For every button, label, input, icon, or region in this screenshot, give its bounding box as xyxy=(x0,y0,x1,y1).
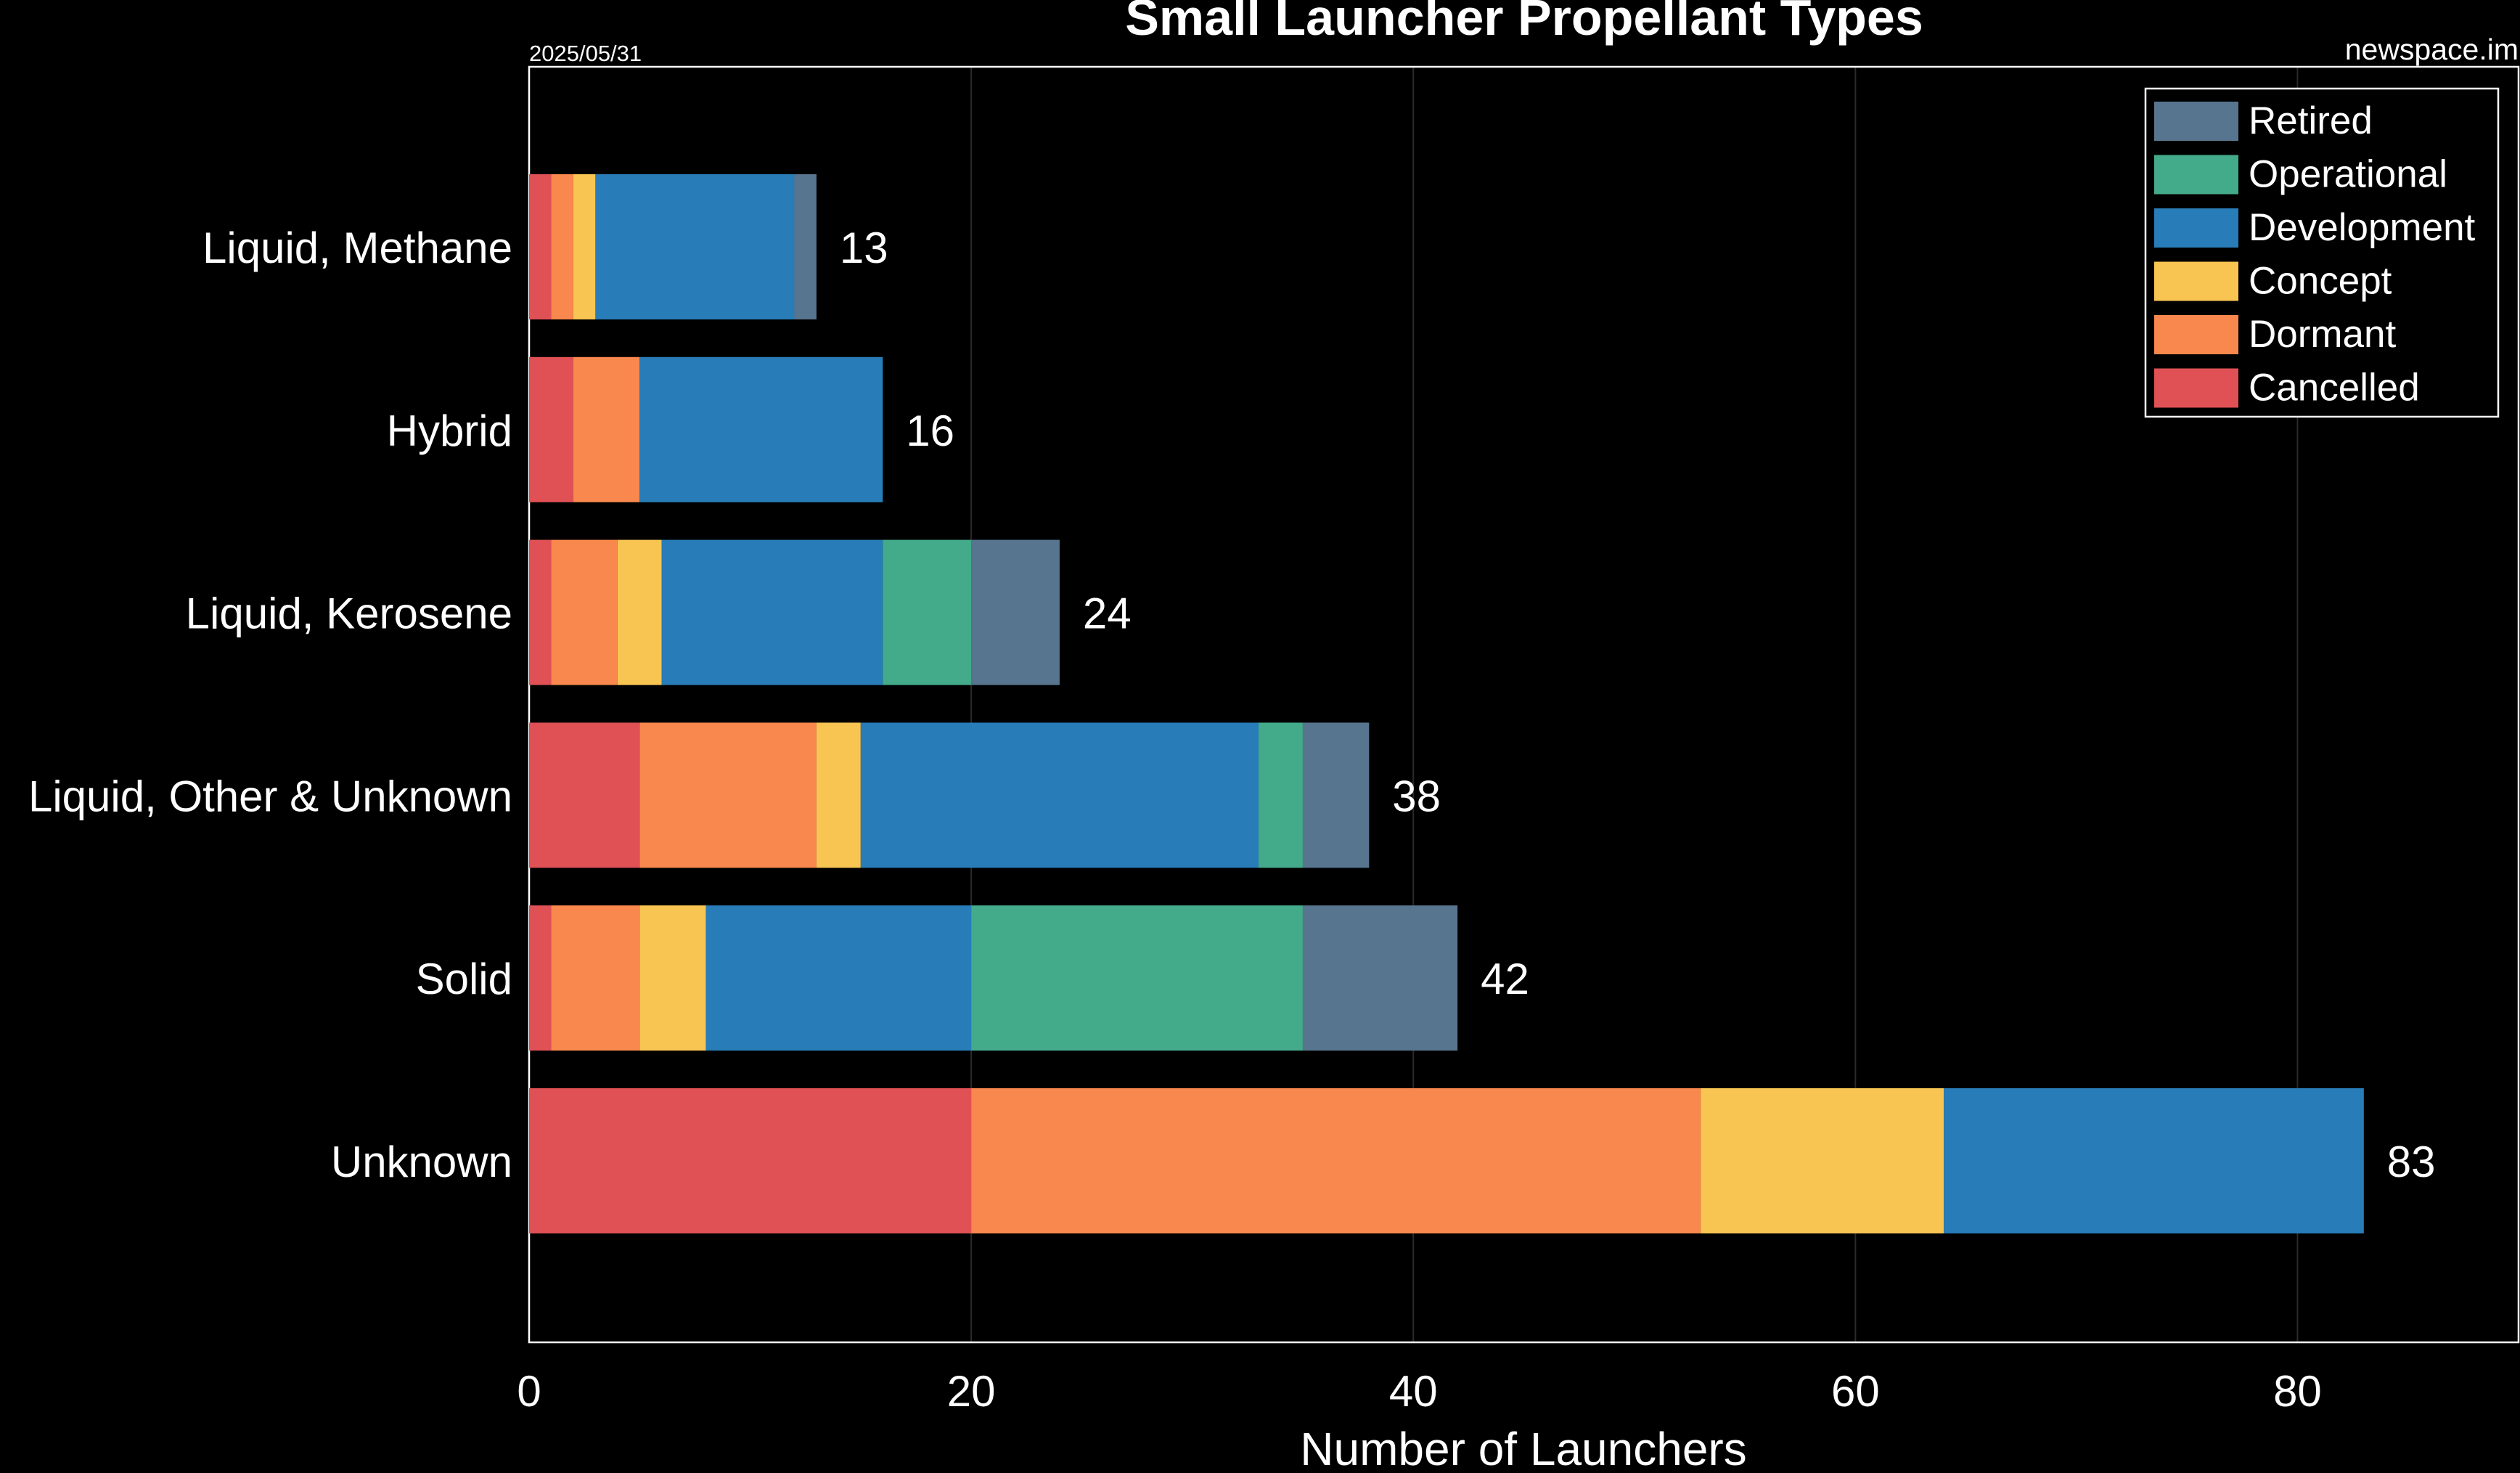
bar-segment xyxy=(971,539,1060,685)
x-axis-label: Number of Launchers xyxy=(1300,1423,1746,1473)
bar-segment xyxy=(639,722,817,868)
category-labels: Liquid, Methane Hybrid Liquid, Kerosene Liq… xyxy=(28,224,512,1186)
bar-segment xyxy=(661,539,883,685)
total-label: 16 xyxy=(906,407,954,455)
category-label: Hybrid xyxy=(387,407,512,455)
legend-label: Dormant xyxy=(2249,313,2397,356)
chart-title: Small Launcher Propellant Types xyxy=(1125,0,1923,46)
bar-segment xyxy=(573,356,640,502)
bars xyxy=(529,174,2364,1233)
legend-swatch xyxy=(2154,368,2238,408)
chart-source: newspace.im xyxy=(2345,33,2519,66)
legend-swatch xyxy=(2154,102,2238,141)
x-tick-label: 20 xyxy=(947,1367,996,1416)
bar-segment xyxy=(860,722,1259,868)
bar-segment xyxy=(705,905,972,1051)
chart-date: 2025/05/31 xyxy=(529,41,642,66)
legend-swatch xyxy=(2154,155,2238,195)
legend-label: Operational xyxy=(2249,153,2447,196)
bar-segment xyxy=(816,722,861,868)
x-tick-label: 0 xyxy=(517,1367,541,1416)
bar-segment xyxy=(883,539,972,685)
category-label: Liquid, Kerosene xyxy=(186,589,512,638)
bar-segment xyxy=(529,1088,972,1233)
legend-label: Concept xyxy=(2249,260,2392,303)
bar-segment xyxy=(617,539,662,685)
bar-segment xyxy=(794,174,817,319)
total-label: 24 xyxy=(1083,589,1132,638)
bar-segment xyxy=(639,905,706,1051)
total-label: 42 xyxy=(1481,955,1529,1003)
bar-segment xyxy=(529,356,573,502)
bar-segment xyxy=(1944,1088,2364,1233)
bar-segment xyxy=(1701,1088,1944,1233)
legend-label: Development xyxy=(2249,206,2476,249)
bar-segment xyxy=(529,539,552,685)
bar-segment xyxy=(529,174,552,319)
bar-segment xyxy=(551,905,640,1051)
bar-segment xyxy=(971,1088,1701,1233)
category-label: Liquid, Other & Unknown xyxy=(28,772,512,820)
legend-frame xyxy=(2144,87,2500,418)
bar-segment xyxy=(529,905,552,1051)
category-label: Liquid, Methane xyxy=(202,224,512,272)
bar-segment xyxy=(639,356,883,502)
bar-segment xyxy=(573,174,596,319)
total-label: 13 xyxy=(840,224,888,272)
total-label: 38 xyxy=(1392,772,1441,820)
legend: Retired Operational Development Concept Dorm… xyxy=(2144,87,2500,418)
category-label: Solid xyxy=(416,955,512,1003)
total-label: 83 xyxy=(2387,1138,2436,1186)
legend-label: Retired xyxy=(2249,99,2373,142)
legend-label: Cancelled xyxy=(2249,367,2420,409)
bar-segment xyxy=(1302,905,1458,1051)
bar-segment xyxy=(1302,722,1370,868)
bar-segment xyxy=(1259,722,1303,868)
plot-area-frame xyxy=(528,65,2520,1344)
legend-swatch xyxy=(2154,208,2238,248)
bar-segment xyxy=(595,174,795,319)
x-tick-labels: 0 20 40 60 80 xyxy=(517,1367,2322,1416)
bar-segment xyxy=(551,539,618,685)
x-tick-label: 40 xyxy=(1389,1367,1438,1416)
legend-swatch xyxy=(2154,261,2238,301)
x-tick-label: 60 xyxy=(1831,1367,1880,1416)
x-tick-label: 80 xyxy=(2273,1367,2322,1416)
bar-segment xyxy=(551,174,573,319)
total-labels: 13 16 24 38 42 83 xyxy=(840,224,2436,1186)
legend-swatch xyxy=(2154,315,2238,354)
bar-segment xyxy=(529,722,640,868)
bar-segment xyxy=(971,905,1303,1051)
category-label: Unknown xyxy=(331,1138,512,1186)
